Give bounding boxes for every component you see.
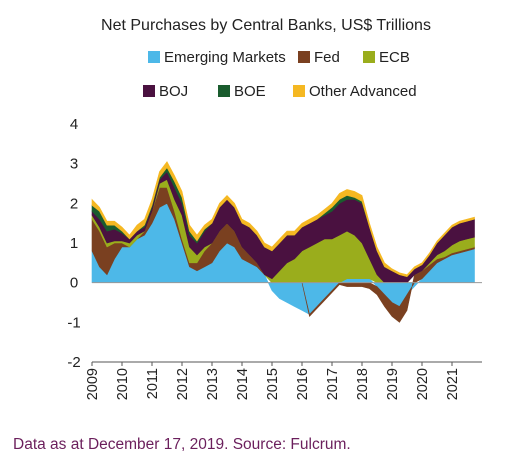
legend-swatch-emerging-markets [148, 51, 160, 63]
x-tick-label: 2009 [85, 368, 101, 400]
chart-title: Net Purchases by Central Banks, US$ Tril… [101, 17, 431, 34]
legend-label-ecb: ECB [379, 49, 410, 66]
legend-swatch-other-advanced [293, 85, 305, 97]
chart: Net Purchases by Central Banks, US$ Tril… [67, 17, 482, 400]
legend-swatch-boj [143, 85, 155, 97]
legend-label-other-advanced: Other Advanced [309, 83, 417, 100]
legend-label-boj: BOJ [159, 83, 188, 100]
y-tick-label: -2 [67, 354, 80, 371]
legend-swatch-ecb [363, 51, 375, 63]
legend-label-emerging-markets: Emerging Markets [164, 49, 286, 66]
y-tick-label: 4 [70, 116, 78, 133]
y-tick-label: 2 [70, 195, 78, 212]
y-tick-label: 0 [70, 275, 78, 292]
x-tick-label: 2020 [415, 368, 431, 400]
y-tick-label: -1 [67, 314, 80, 331]
y-tick-label: 3 [70, 156, 78, 173]
legend: Emerging Markets Fed ECB BOJ BOE Other Advanc… [143, 49, 417, 100]
x-tick-label: 2016 [295, 368, 311, 400]
x-tick-label: 2012 [175, 368, 191, 400]
x-tick-label: 2013 [205, 368, 221, 400]
x-tick-label: 2021 [445, 368, 461, 400]
x-tick-label: 2015 [265, 368, 281, 400]
legend-label-fed: Fed [314, 49, 340, 66]
x-tick-label: 2014 [235, 368, 251, 400]
y-tick-label: 1 [70, 235, 78, 252]
area-other-advanced [91, 161, 475, 278]
x-tick-label: 2019 [385, 368, 401, 400]
x-tick-label: 2011 [145, 368, 161, 399]
legend-swatch-boe [218, 85, 230, 97]
x-tick-label: 2010 [115, 368, 131, 400]
legend-swatch-fed [298, 51, 310, 63]
x-tick-label: 2018 [355, 368, 371, 400]
source-note: Data as at December 17, 2019. Source: Fu… [13, 436, 351, 453]
x-tick-label: 2017 [325, 368, 341, 400]
plot-areas [91, 161, 475, 323]
axes: -2 -1 0 1 2 3 4 2009 2010 2011 2012 2013 2014 2015 201… [67, 116, 482, 400]
legend-label-boe: BOE [234, 83, 266, 100]
